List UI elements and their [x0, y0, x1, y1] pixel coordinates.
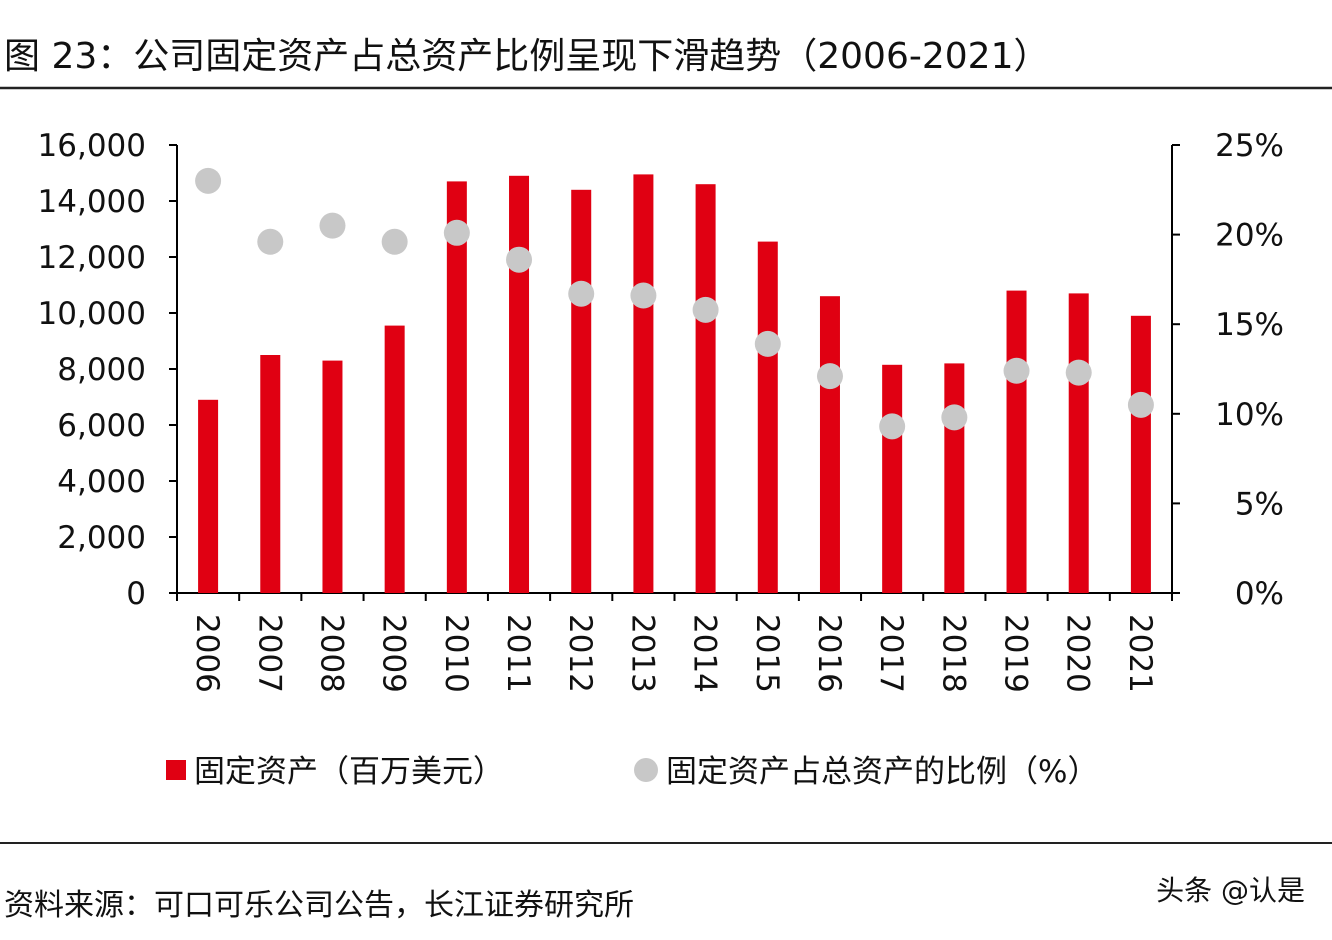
dot-2011	[506, 246, 533, 273]
left-tick-label: 0	[126, 576, 146, 612]
dot-2018	[941, 404, 968, 431]
x-tick-label: 2017	[873, 614, 909, 693]
legend-swatch-bar	[166, 760, 186, 780]
x-tick-label: 2007	[251, 614, 287, 693]
x-tick-label: 2014	[687, 614, 723, 693]
left-tick-label: 16,000	[38, 128, 146, 164]
bar-2008	[322, 360, 343, 593]
left-tick-label: 8,000	[57, 352, 146, 388]
legend: 固定资产（百万美元） 固定资产占总资产的比例（%）	[166, 754, 1098, 790]
dot-2021	[1127, 391, 1154, 418]
bar-2010	[446, 181, 467, 593]
bar-2006	[198, 399, 219, 593]
dot-2008	[319, 212, 346, 239]
x-tick-label: 2021	[1122, 614, 1158, 693]
left-tick-label: 14,000	[38, 184, 146, 220]
dot-2014	[692, 296, 719, 323]
bar-2020	[1068, 293, 1089, 593]
right-tick-label: 5%	[1235, 486, 1284, 522]
bar-2021	[1130, 315, 1151, 593]
bar-2007	[260, 355, 281, 593]
right-tick-label: 25%	[1215, 128, 1284, 164]
left-tick-label: 6,000	[57, 408, 146, 444]
bar-2016	[819, 296, 840, 593]
dot-2009	[381, 228, 408, 255]
bar-2014	[695, 184, 716, 593]
source-note: 资料来源：可口可乐公司公告，长江证券研究所	[4, 888, 634, 923]
right-tick-label: 0%	[1235, 576, 1284, 612]
x-tick-label: 2018	[935, 614, 971, 693]
bar-2011	[509, 175, 530, 594]
legend-swatch-dot	[634, 758, 658, 782]
bar-2009	[384, 325, 405, 593]
bar-2019	[1006, 290, 1027, 593]
dot-2010	[443, 219, 470, 246]
legend-label-bar: 固定资产（百万美元）	[194, 754, 504, 790]
dot-2020	[1065, 359, 1092, 386]
x-tick-label: 2010	[438, 614, 474, 693]
right-tick-label: 20%	[1215, 218, 1284, 254]
dot-2019	[1003, 357, 1030, 384]
dot-2015	[754, 330, 781, 357]
bar-2012	[571, 189, 592, 594]
x-tick-label: 2020	[1060, 614, 1096, 693]
right-tick-label: 10%	[1215, 397, 1284, 433]
x-tick-label: 2013	[624, 614, 660, 693]
dot-2017	[879, 413, 906, 440]
left-tick-label: 2,000	[57, 520, 146, 556]
x-tick-label: 2008	[313, 614, 349, 693]
dot-2012	[568, 280, 595, 307]
dot-2016	[816, 363, 843, 390]
dot-2006	[195, 167, 222, 194]
bar-2017	[882, 364, 903, 593]
left-tick-label: 12,000	[38, 240, 146, 276]
x-tick-label: 2016	[811, 614, 847, 693]
x-tick-label: 2006	[189, 614, 225, 693]
legend-label-dot: 固定资产占总资产的比例（%）	[666, 754, 1098, 790]
bar-2018	[944, 363, 965, 593]
dot-2013	[630, 282, 657, 309]
x-tick-label: 2019	[998, 614, 1034, 693]
bar-2013	[633, 174, 654, 593]
x-tick-label: 2012	[562, 614, 598, 693]
chart-title: 图 23：公司固定资产占总资产比例呈现下滑趋势（2006-2021）	[4, 36, 1049, 77]
plot-area: 0 2,000 4,000 6,000 8,000 10,000 12,000 14,000 1…	[38, 128, 1284, 693]
dot-2007	[257, 228, 284, 255]
x-tick-label: 2011	[500, 614, 536, 693]
watermark: 头条 @认是	[1156, 874, 1305, 907]
left-tick-label: 10,000	[38, 296, 146, 332]
right-tick-label: 15%	[1215, 307, 1284, 343]
left-tick-label: 4,000	[57, 464, 146, 500]
x-tick-label: 2015	[749, 614, 785, 693]
x-tick-label: 2009	[376, 614, 412, 693]
bar-2015	[757, 241, 778, 593]
